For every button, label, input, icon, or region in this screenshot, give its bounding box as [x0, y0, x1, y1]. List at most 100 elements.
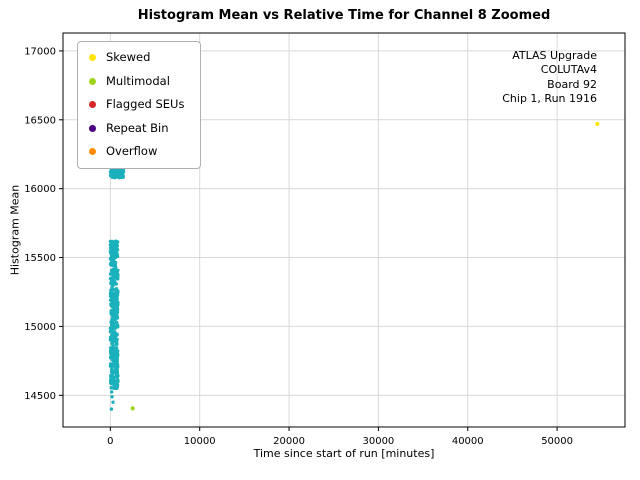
y-tick-label: 14500 — [24, 391, 56, 402]
data-point — [114, 282, 119, 286]
annotation-line: COLUTAv4 — [540, 63, 597, 77]
legend-item: Repeat Bin — [89, 122, 184, 135]
axes-frame — [62, 32, 626, 428]
chart-title: Histogram Mean vs Relative Time for Chan… — [137, 8, 551, 23]
legend-item-label: Overflow — [106, 144, 158, 158]
data-point — [115, 307, 120, 311]
x-axis-label: Time since start of run [minutes] — [253, 447, 435, 460]
data-point — [110, 310, 114, 314]
annotation-line: Board 92 — [547, 77, 597, 91]
data-point — [115, 364, 120, 368]
data-point — [110, 173, 114, 178]
data-point — [113, 338, 117, 342]
data-point — [109, 271, 114, 276]
data-point — [108, 257, 113, 261]
data-point — [109, 320, 113, 324]
data-point — [109, 347, 113, 351]
data-point — [112, 386, 116, 390]
data-point — [111, 379, 115, 383]
y-tick-label: 17000 — [24, 46, 56, 57]
data-point — [115, 384, 119, 389]
data-point — [111, 288, 116, 292]
legend: Skewed Multimodal Flagged SEUs Repeat Bin Ov… — [77, 41, 202, 169]
annotation-line: ATLAS Upgrade — [512, 49, 597, 62]
data-point — [112, 360, 117, 365]
data-point — [111, 335, 115, 340]
data-point — [111, 400, 115, 404]
data-point — [112, 248, 116, 253]
data-point — [109, 261, 113, 265]
data-point — [108, 249, 113, 254]
data-point — [113, 243, 117, 248]
y-axis-label: Histogram Mean — [8, 184, 22, 276]
y-tick-label: 16000 — [24, 184, 56, 195]
legend-item-label: Skewed — [106, 50, 151, 64]
legend-item: Multimodal — [89, 73, 184, 88]
data-point — [111, 263, 116, 267]
legend-marker-icon — [89, 77, 96, 85]
data-point — [109, 329, 114, 333]
data-point — [111, 300, 116, 304]
data-point — [110, 395, 114, 399]
data-point — [115, 360, 119, 364]
x-tick-label: 20000 — [273, 436, 305, 447]
data-point — [108, 338, 113, 342]
data-point — [113, 296, 117, 301]
data-point — [112, 330, 117, 334]
data-point — [115, 370, 119, 374]
data-point — [109, 323, 114, 327]
legend-marker-icon — [89, 54, 96, 62]
legend-item-label: Multimodal — [106, 73, 170, 88]
y-tick-label: 16500 — [24, 115, 56, 126]
data-point — [121, 170, 125, 174]
legend-marker-icon — [89, 148, 96, 156]
legend-item-label: Flagged SEUs — [106, 97, 185, 111]
data-point — [116, 289, 120, 293]
data-point — [114, 265, 118, 269]
data-point — [110, 358, 115, 362]
data-point — [110, 253, 115, 257]
data-point — [111, 283, 115, 288]
data-point — [110, 367, 114, 371]
data-point — [111, 375, 116, 380]
data-point — [114, 173, 119, 177]
data-point — [120, 173, 124, 178]
outlier-point-multimodal — [130, 406, 135, 411]
data-point — [110, 351, 115, 355]
data-point — [113, 351, 117, 355]
outlier-point-skewed — [595, 121, 600, 126]
data-point — [110, 241, 115, 245]
data-point — [115, 277, 119, 281]
data-point — [109, 386, 113, 390]
data-point — [115, 254, 120, 259]
annotation-line: Chip 1, Run 1916 — [502, 91, 597, 105]
data-point — [111, 316, 115, 320]
data-point — [115, 357, 119, 361]
x-tick-label: 10000 — [184, 436, 216, 447]
data-point — [115, 320, 119, 325]
x-tick-label: 0 — [107, 436, 113, 447]
y-tick-label: 15500 — [24, 253, 56, 264]
data-point — [112, 363, 116, 368]
data-point — [110, 341, 114, 346]
data-point — [113, 239, 118, 243]
data-point — [109, 407, 114, 411]
data-point — [109, 290, 114, 294]
data-point — [115, 324, 119, 328]
data-point — [111, 333, 116, 337]
data-point — [115, 372, 120, 377]
data-point — [113, 268, 118, 273]
data-point — [111, 267, 115, 272]
legend-item: Overflow — [89, 144, 184, 158]
legend-item: Flagged SEUs — [89, 97, 185, 111]
data-point — [112, 304, 116, 308]
data-point — [116, 379, 120, 384]
data-point — [110, 295, 114, 299]
legend-item: Skewed — [89, 50, 184, 64]
data-point — [110, 313, 114, 317]
run-info-annotation: ATLAS Upgrade COLUTAv4 Board 92 Chip 1, Run… — [502, 49, 597, 106]
data-point — [113, 318, 117, 322]
data-point — [111, 354, 115, 358]
data-point — [114, 271, 118, 276]
